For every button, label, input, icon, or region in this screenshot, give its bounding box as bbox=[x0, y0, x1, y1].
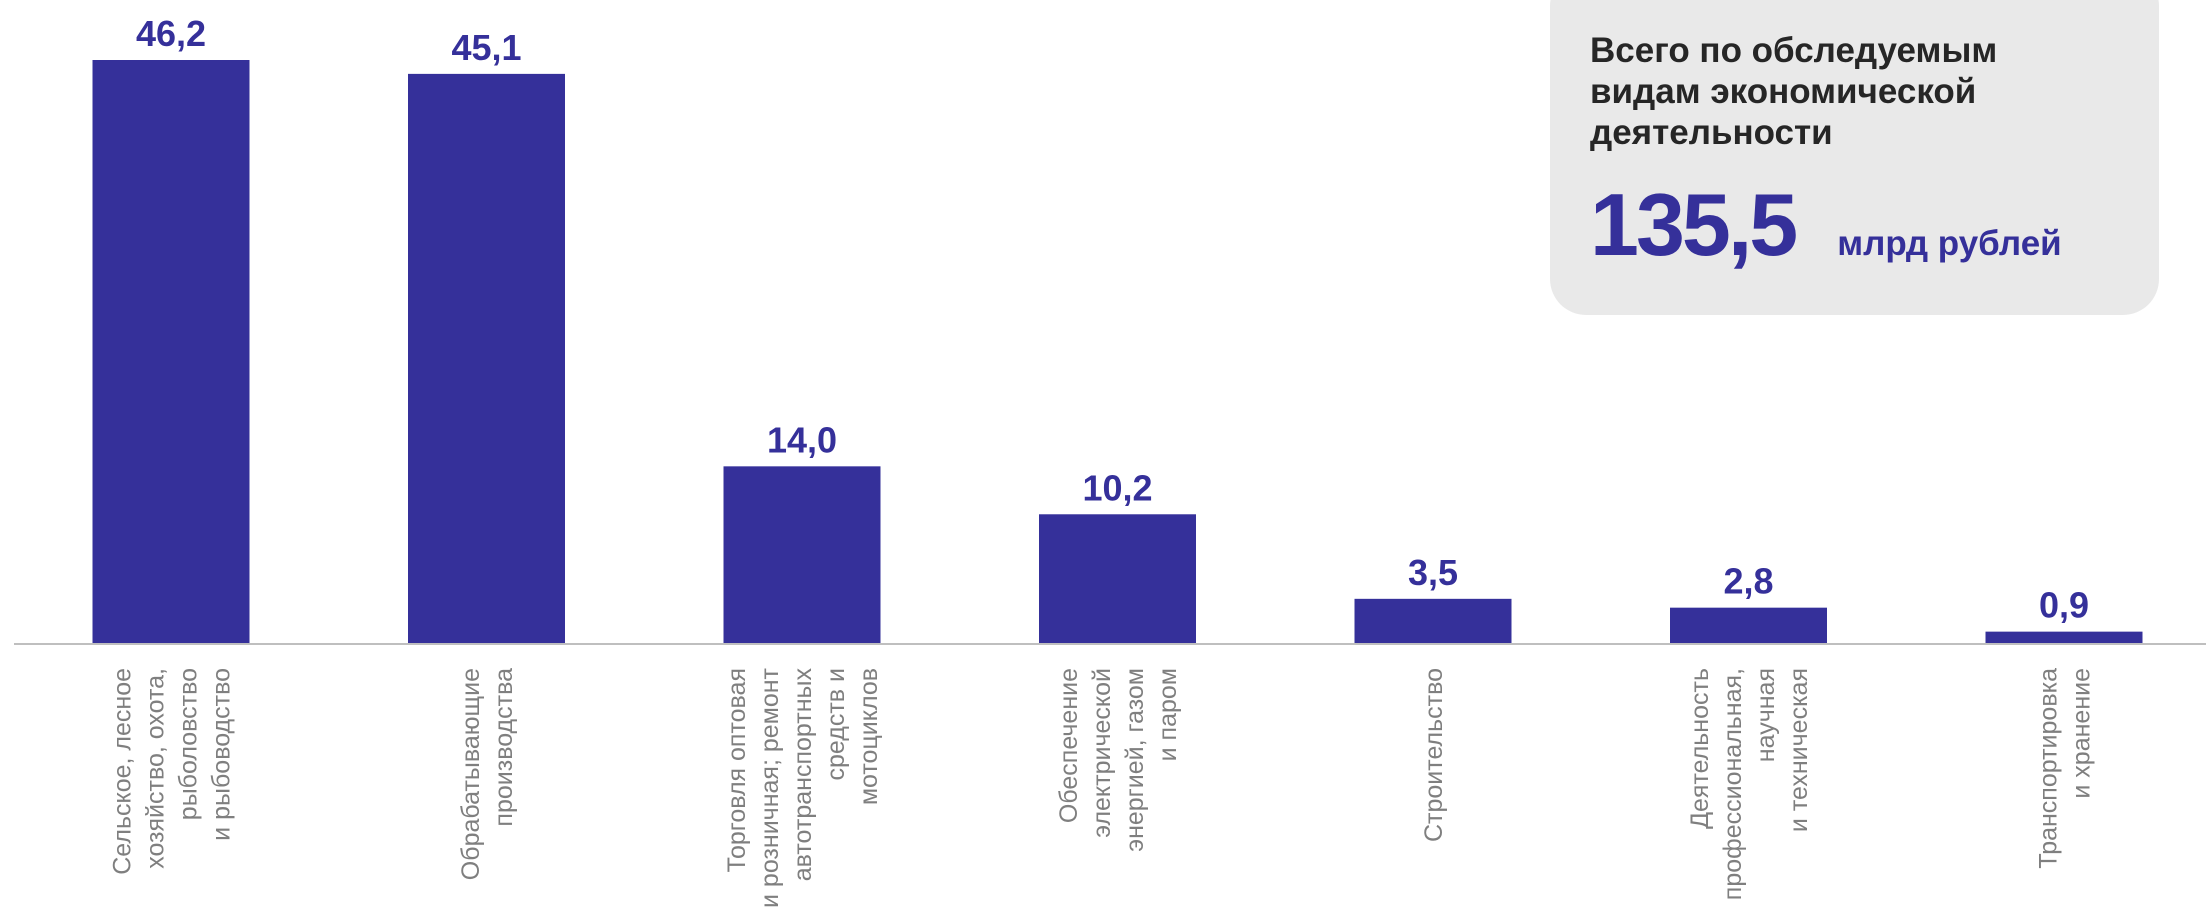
category-label-line: профессиональная, bbox=[1719, 668, 1747, 900]
bar bbox=[1985, 631, 2143, 643]
category-label-line: Деятельность bbox=[1686, 668, 1714, 829]
category-label: Сельское, лесное хозяйство, охота, рыболов… bbox=[109, 668, 236, 875]
bar bbox=[723, 466, 881, 643]
category-label-line: Строительство bbox=[1420, 668, 1448, 842]
category-label-line: Торговля оптовая bbox=[723, 668, 751, 872]
category-label-line: производства bbox=[490, 668, 518, 827]
category-label-line: и розничная; ремонт bbox=[756, 667, 784, 908]
category-label-line: Обрабатывающие bbox=[457, 668, 485, 880]
bar-value-label: 2,8 bbox=[1723, 561, 1773, 602]
summary-total-value: 135,5 bbox=[1590, 175, 1798, 274]
bar-value-label: 46,2 bbox=[136, 13, 206, 54]
summary-total-unit: млрд рублей bbox=[1837, 224, 2062, 263]
bar bbox=[1354, 598, 1512, 643]
category-label-line: и рыбоводство bbox=[208, 668, 236, 841]
category-label-line: электрической bbox=[1088, 668, 1116, 838]
category-label-line: и хранение bbox=[2068, 668, 2096, 799]
category-label-line: Обеспечение bbox=[1055, 668, 1083, 823]
category-label-line: и паром bbox=[1154, 668, 1182, 761]
bar bbox=[92, 60, 250, 643]
bar bbox=[408, 73, 565, 643]
category-label-line: рыболовство bbox=[175, 668, 203, 820]
category-label-line: средств и bbox=[822, 668, 850, 781]
summary-card: Всего по обследуемым видам экономической… bbox=[1550, 0, 2159, 315]
bar-value-label: 14,0 bbox=[767, 419, 837, 460]
category-label-line: хозяйство, охота, bbox=[142, 668, 170, 869]
bar-value-label: 3,5 bbox=[1408, 552, 1458, 593]
category-label-line: автотранспортных bbox=[789, 668, 817, 882]
bar bbox=[1670, 607, 1827, 643]
category-label: Деятельность профессиональная, научная и те… bbox=[1686, 668, 1813, 900]
category-label: Обрабатывающие производства bbox=[457, 668, 518, 880]
category-label-line: мотоциклов bbox=[855, 668, 883, 805]
category-label: Торговля оптовая и розничная; ремонт автот… bbox=[723, 667, 883, 908]
summary-total-row: 135,5 млрд рублей bbox=[1590, 175, 2119, 275]
category-label-line: научная bbox=[1752, 668, 1780, 762]
category-label: Транспортировка и хранение bbox=[2035, 668, 2096, 869]
bar-value-label: 45,1 bbox=[451, 27, 521, 68]
category-label-line: Сельское, лесное bbox=[109, 668, 137, 875]
category-label: Строительство bbox=[1420, 668, 1448, 842]
bar-value-label: 0,9 bbox=[2039, 585, 2089, 626]
bar-value-label: 10,2 bbox=[1082, 467, 1152, 508]
bar bbox=[1039, 514, 1196, 643]
category-label: Обеспечение электрической энергией, газом и… bbox=[1055, 668, 1182, 852]
category-label-line: и техническая bbox=[1785, 668, 1813, 832]
category-label-line: Транспортировка bbox=[2035, 668, 2063, 869]
category-label-line: энергией, газом bbox=[1121, 668, 1149, 852]
summary-title: Всего по обследуемым видам экономической… bbox=[1590, 31, 1998, 152]
